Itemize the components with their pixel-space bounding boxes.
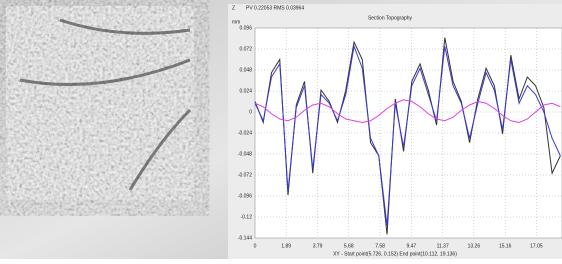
x-tick-label: 9.47 bbox=[406, 243, 416, 249]
subtitle: PV 0.22053 RMS 0.03964 bbox=[246, 5, 304, 11]
y-tick-label: -0.048 bbox=[238, 151, 252, 157]
y-tick-label: -0.12 bbox=[241, 214, 253, 220]
y-tick-label: -0.072 bbox=[238, 172, 252, 178]
y-tick-label: 0.024 bbox=[239, 88, 252, 94]
x-tick-label: 3.79 bbox=[313, 243, 323, 249]
x-tick-label: 0 bbox=[254, 243, 257, 249]
y-tick-label: 0.072 bbox=[239, 46, 252, 52]
y-tick-label: -0.024 bbox=[238, 130, 252, 136]
x-tick-label: 11.37 bbox=[437, 243, 449, 249]
x-tick-label: 5.68 bbox=[344, 243, 354, 249]
chart-title: Section Topography bbox=[368, 15, 413, 21]
x-axis-label: XY - Start point(5.726, 0.152) End point… bbox=[333, 251, 457, 257]
corner-label: Z bbox=[232, 5, 235, 11]
y-tick-label: 0 bbox=[249, 109, 252, 115]
page: Z PV 0.22053 RMS 0.03964 Section Topogra… bbox=[0, 0, 562, 259]
screen: Z PV 0.22053 RMS 0.03964 Section Topogra… bbox=[0, 0, 562, 259]
y-tick-label: 0.096 bbox=[239, 25, 252, 31]
y-tick-label: 0.048 bbox=[239, 67, 252, 73]
x-tick-label: 1.89 bbox=[281, 243, 291, 249]
x-tick-label: 7.58 bbox=[375, 243, 385, 249]
x-tick-label: 17.05 bbox=[530, 243, 543, 249]
texture-image bbox=[9, 9, 191, 197]
x-tick-label: 15.16 bbox=[499, 243, 512, 249]
y-tick-label: -0.144 bbox=[238, 235, 252, 241]
x-tick-label: 13.26 bbox=[468, 243, 481, 249]
y-tick-label: -0.096 bbox=[238, 193, 252, 199]
